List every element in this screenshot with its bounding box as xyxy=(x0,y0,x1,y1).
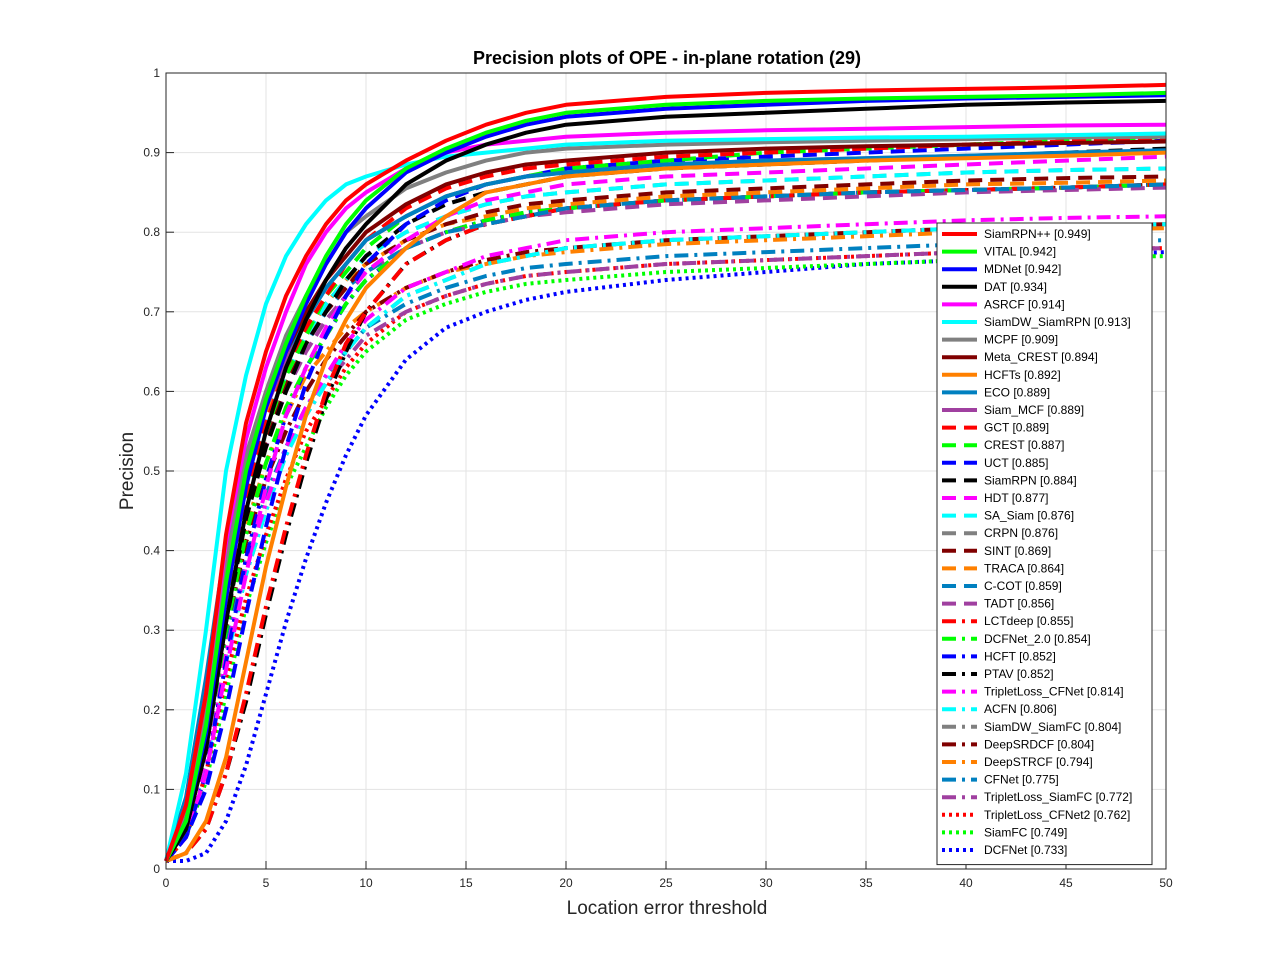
legend-entry: HCFT [0.852] xyxy=(984,649,1056,663)
series-line-dat xyxy=(164,98,1167,863)
legend-entry: UCT [0.885] xyxy=(984,456,1048,470)
legend-entry: C-COT [0.859] xyxy=(984,579,1062,593)
series-line-hdt xyxy=(164,154,1167,863)
series-lines xyxy=(164,82,1167,863)
legend-entry: TripletLoss_SiamFC [0.772] xyxy=(984,790,1132,804)
legend-entry: GCT [0.889] xyxy=(984,421,1049,435)
x-tick-label: 20 xyxy=(559,876,573,890)
y-tick-label: 0.4 xyxy=(143,544,160,558)
x-axis-label: Location error threshold xyxy=(567,898,768,919)
y-axis-label: Precision xyxy=(117,432,138,510)
x-tick-label: 15 xyxy=(459,876,473,890)
legend-entry: SA_Siam [0.876] xyxy=(984,509,1074,523)
legend-entry: ASRCF [0.914] xyxy=(984,297,1065,311)
chart-title: Precision plots of OPE - in-plane rotati… xyxy=(473,48,861,68)
series-line-siamrpn- xyxy=(164,82,1167,862)
y-tick-label: 0 xyxy=(153,862,160,876)
legend-box xyxy=(936,222,1153,866)
legend-entry: ACFN [0.806] xyxy=(984,702,1057,716)
y-tick-label: 0.3 xyxy=(143,623,160,637)
legend-entry: Siam_MCF [0.889] xyxy=(984,403,1084,417)
x-tick-label: 35 xyxy=(859,876,873,890)
y-tick-label: 0.1 xyxy=(143,782,160,796)
x-tick-label: 10 xyxy=(359,876,373,890)
legend-entry: LCTdeep [0.855] xyxy=(984,614,1073,628)
y-tick-label: 1 xyxy=(153,66,160,80)
series-line-siamfc xyxy=(164,254,1167,863)
legend-entry: VITAL [0.942] xyxy=(984,245,1056,259)
legend-entry: ECO [0.889] xyxy=(984,385,1050,399)
legend-entry: HDT [0.877] xyxy=(984,491,1048,505)
x-tick-label: 0 xyxy=(163,876,170,890)
legend-entry: DCFNet [0.733] xyxy=(984,843,1067,857)
series-line-hcfts xyxy=(165,150,1167,863)
legend-entry: MCPF [0.909] xyxy=(984,333,1058,347)
series-line-dcfnet-2-0 xyxy=(164,182,1167,863)
x-tick-label: 45 xyxy=(1059,876,1073,890)
x-tick-label: 25 xyxy=(659,876,673,890)
legend-entry: DeepSRDCF [0.804] xyxy=(984,737,1094,751)
legend-entry: HCFTs [0.892] xyxy=(984,368,1061,382)
series-line-lctdeep xyxy=(165,182,1167,863)
legend-entry: CFNet [0.775] xyxy=(984,773,1059,787)
y-tick-label: 0.5 xyxy=(143,464,160,478)
y-tick-label: 0.2 xyxy=(143,703,160,717)
y-tick-label: 0.7 xyxy=(143,305,160,319)
y-tick-label: 0.8 xyxy=(143,225,160,239)
legend-entry: DeepSTRCF [0.794] xyxy=(984,755,1093,769)
legend-entry: TADT [0.856] xyxy=(984,597,1054,611)
y-tick-label: 0.9 xyxy=(143,146,160,160)
x-tick-label: 30 xyxy=(759,876,773,890)
series-line-asrcf xyxy=(164,122,1167,862)
series-line-uct xyxy=(164,138,1167,863)
legend-entry: CREST [0.887] xyxy=(984,438,1064,452)
legend-entry: SiamRPN [0.884] xyxy=(984,473,1077,487)
legend-entry: SiamDW_SiamFC [0.804] xyxy=(984,720,1121,734)
series-line-vital xyxy=(164,90,1167,862)
legend-entry: SINT [0.869] xyxy=(984,544,1051,558)
x-tick-label: 5 xyxy=(263,876,270,890)
legend-entry: MDNet [0.942] xyxy=(984,262,1061,276)
y-tick-label: 0.6 xyxy=(143,384,160,398)
legend-entry: TRACA [0.864] xyxy=(984,561,1064,575)
legend-entry: PTAV [0.852] xyxy=(984,667,1054,681)
x-tick-label: 50 xyxy=(1159,876,1173,890)
legend-entry: TripletLoss_CFNet [0.814] xyxy=(984,685,1124,699)
legend-entry: SiamDW_SiamRPN [0.913] xyxy=(984,315,1131,329)
series-line-gct xyxy=(164,136,1167,862)
series-line-siamrpn xyxy=(164,146,1167,863)
y-axis-ticks: 0 0.1 0.2 0.3 0.4 0.5 0.6 0.7 0.8 0.9 1 xyxy=(143,66,174,876)
legend-entry: SiamFC [0.749] xyxy=(984,825,1067,839)
legend-entry: DCFNet_2.0 [0.854] xyxy=(984,632,1091,646)
legend-entry: Meta_CREST [0.894] xyxy=(984,350,1098,364)
legend-entry: CRPN [0.876] xyxy=(984,526,1058,540)
legend-entry: DAT [0.934] xyxy=(984,280,1047,294)
legend: SiamRPN++ [0.949] VITAL [0.942] MDNet [0.9… xyxy=(936,222,1153,866)
series-line-mdnet xyxy=(164,93,1167,862)
x-tick-label: 40 xyxy=(959,876,973,890)
legend-entry: SiamRPN++ [0.949] xyxy=(984,227,1091,241)
legend-entry: TripletLoss_CFNet2 [0.762] xyxy=(984,808,1130,822)
